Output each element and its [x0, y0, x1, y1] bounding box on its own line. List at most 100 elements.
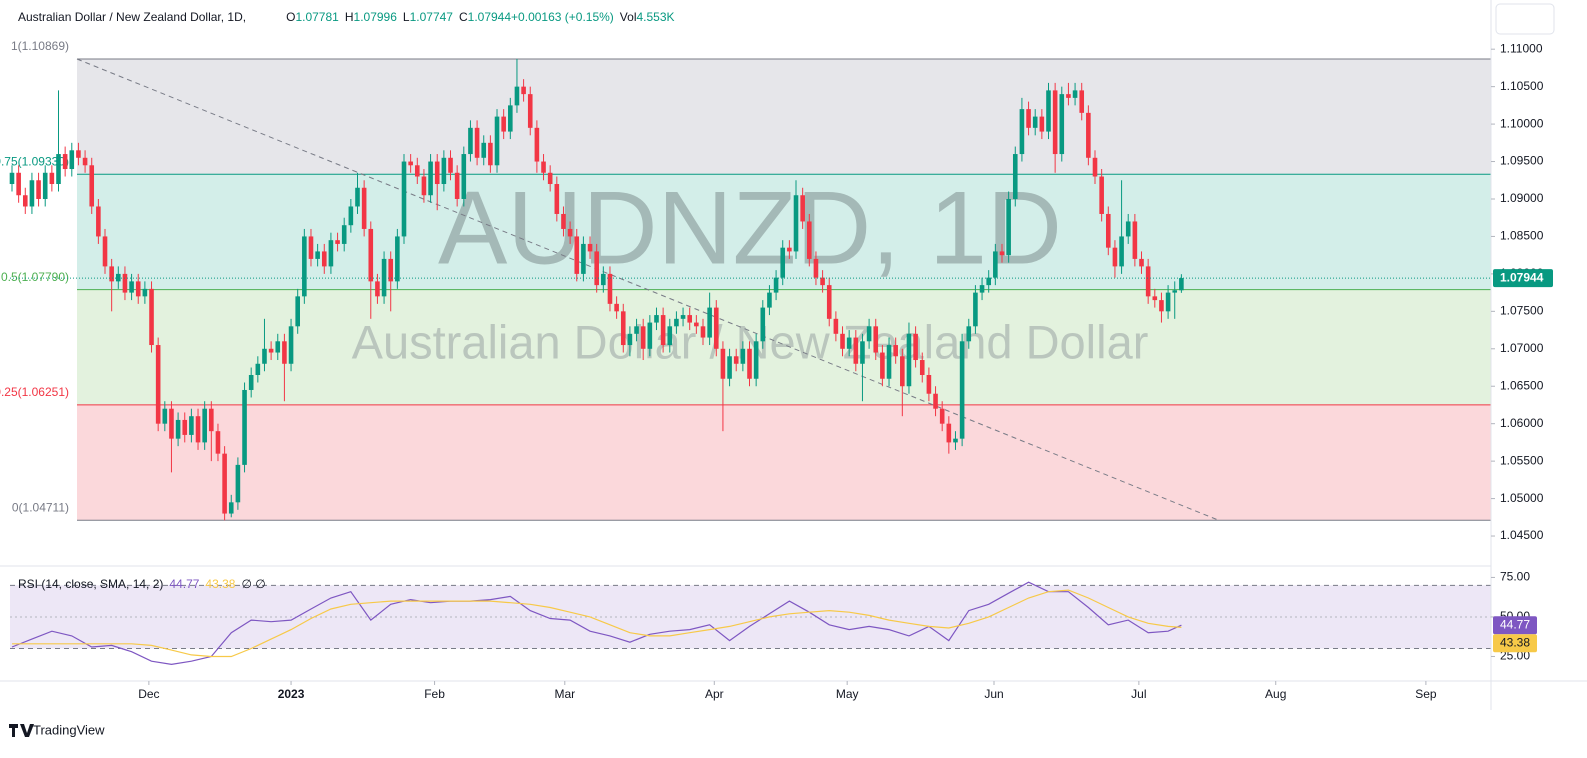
candle-body [554, 184, 560, 214]
rsi-value-box [1493, 616, 1537, 635]
candle-body [1032, 116, 1038, 128]
candle-body [733, 356, 739, 364]
candle-body [820, 277, 825, 286]
watermark-symbol: AUDNZD, 1D [438, 170, 1062, 286]
rsi-title: RSI (14, close, SMA, 14, 2) [18, 577, 163, 591]
candle-body [893, 345, 898, 357]
x-tick-label: Mar [554, 687, 575, 701]
candle-body [49, 172, 55, 185]
candle-body [348, 206, 354, 226]
candle-body [361, 187, 367, 229]
x-tick-label: May [836, 687, 859, 701]
candle-body [481, 142, 487, 158]
fib-label: 0.5(1.07790) [1, 270, 69, 284]
y-tick-label: 1.11000 [1500, 41, 1543, 55]
candle-body [906, 333, 912, 387]
candle-body [640, 326, 646, 349]
candle-body [581, 243, 586, 274]
candle-body [89, 165, 95, 207]
candle-body [42, 172, 48, 199]
symbol-title: Australian Dollar / New Zealand Dollar, … [18, 10, 246, 24]
rsi-value: 44.77 [169, 577, 199, 591]
legend-key: Vol [620, 10, 637, 24]
candle-body [1099, 176, 1104, 214]
candle-body [1092, 157, 1098, 177]
candle-body [933, 393, 938, 409]
candle-body [62, 154, 68, 170]
fib-zone [77, 289, 1491, 405]
candle-body [993, 251, 998, 278]
rsi-line [12, 589, 1182, 658]
candle-body [16, 172, 21, 196]
brand-name: TradingView [33, 722, 105, 737]
candle-body [1125, 221, 1131, 237]
candle-body [454, 172, 460, 199]
candle-body [202, 408, 207, 443]
candle-body [541, 161, 546, 173]
candle-body [667, 326, 673, 346]
candle-body [1132, 221, 1138, 259]
candle-body [720, 348, 726, 379]
candle-body [561, 213, 566, 229]
legend-value: 1.07747 [410, 10, 454, 24]
legend-value: +0.00163 (+0.15%) [511, 10, 614, 24]
candle-body [514, 86, 520, 106]
candle-body [747, 348, 752, 379]
candle-body [840, 333, 845, 349]
rsi-legend: RSI (14, close, SMA, 14, 2) 44.77 43.38 ∅ ∅ [18, 577, 266, 591]
candle-body [767, 292, 772, 308]
candle-body [939, 408, 945, 424]
last-price-label: 1.07944 [1500, 270, 1544, 284]
candle-body [574, 236, 580, 274]
legend-key: L [403, 10, 410, 24]
candle-body [614, 303, 619, 312]
fib-label: 0.75(1.09330) [0, 154, 69, 168]
candle-body [1046, 90, 1051, 132]
candle-body [1059, 94, 1065, 155]
candle-body [102, 236, 108, 267]
candle-body [135, 281, 141, 297]
candle-body [76, 150, 81, 158]
candle-body [1179, 278, 1184, 291]
candle-body [919, 360, 925, 375]
candle-body [242, 389, 247, 465]
candle-body [182, 419, 188, 435]
candle-body [255, 363, 261, 375]
candle-body [268, 348, 274, 353]
trend-line [76, 58, 1219, 521]
legend-value: 1.07944 [468, 10, 512, 24]
candle-body [434, 161, 440, 185]
y-tick-label: 1.07000 [1500, 341, 1544, 355]
candle-body [860, 341, 865, 364]
candle-body [169, 408, 174, 439]
candle-body [594, 251, 599, 286]
candle-body [96, 206, 101, 237]
candle-body [620, 311, 626, 346]
candle-body [1145, 266, 1151, 297]
candle-body [1019, 109, 1025, 155]
candle-body [986, 277, 991, 286]
candle-body [69, 150, 75, 170]
candle-body [209, 408, 214, 432]
candle-body [1105, 213, 1111, 248]
candle-body [567, 228, 573, 237]
rsi-value-label: 44.77 [1500, 617, 1530, 631]
y-tick-label: 1.07500 [1500, 304, 1544, 318]
candle-body [780, 247, 786, 278]
candle-body [674, 318, 679, 327]
candle-body [375, 281, 380, 297]
y-tick-label: 1.08500 [1500, 229, 1544, 243]
candle-body [428, 161, 433, 196]
candle-body [1086, 112, 1091, 158]
candle-body [694, 322, 699, 327]
legend-value: 1.07781 [295, 10, 339, 24]
candle-body [368, 228, 374, 282]
candle-body [601, 273, 606, 286]
candle-body [1112, 247, 1118, 267]
candle-body [142, 288, 148, 297]
candle-body [787, 247, 792, 252]
y-tick-label: 1.04500 [1500, 528, 1544, 542]
x-tick-label: Apr [705, 687, 724, 701]
screenshot-button[interactable] [1495, 3, 1555, 35]
